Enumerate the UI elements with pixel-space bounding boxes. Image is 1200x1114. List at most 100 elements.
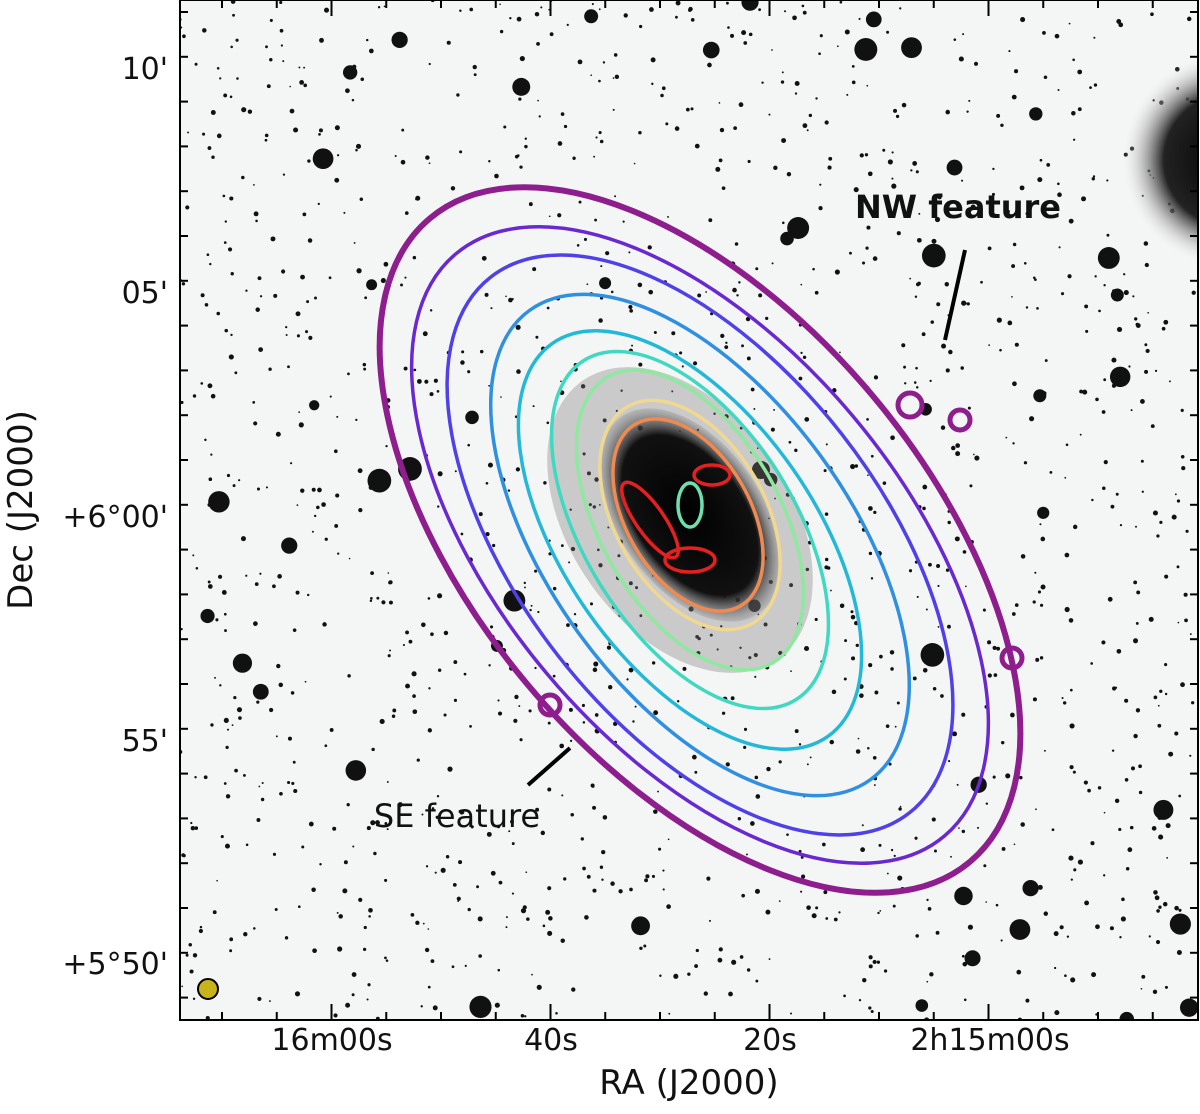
star xyxy=(210,393,216,399)
star xyxy=(356,268,362,274)
ticks xyxy=(180,0,1198,1020)
star xyxy=(1101,640,1106,645)
star xyxy=(1079,433,1082,436)
star xyxy=(514,154,519,159)
star xyxy=(754,675,757,678)
star xyxy=(892,904,896,908)
star xyxy=(312,948,317,954)
star xyxy=(864,153,869,157)
star xyxy=(732,287,737,293)
star xyxy=(566,623,570,627)
star xyxy=(346,803,350,807)
star xyxy=(1043,911,1049,916)
star xyxy=(811,913,817,919)
star xyxy=(594,713,599,717)
star xyxy=(321,502,326,507)
star xyxy=(954,886,973,906)
star xyxy=(925,608,928,611)
star xyxy=(591,784,595,788)
star xyxy=(223,612,227,616)
star xyxy=(1133,638,1139,644)
star xyxy=(637,282,643,288)
star xyxy=(570,812,575,817)
star xyxy=(598,563,603,568)
star xyxy=(592,667,598,673)
star xyxy=(488,384,491,387)
star xyxy=(299,80,305,85)
star xyxy=(1071,111,1076,116)
star xyxy=(806,763,809,766)
star xyxy=(1012,442,1015,445)
star xyxy=(467,370,471,374)
star xyxy=(425,155,430,160)
star xyxy=(1154,895,1160,901)
star xyxy=(560,544,564,548)
star xyxy=(514,694,519,700)
star xyxy=(1043,75,1048,80)
star xyxy=(400,283,403,287)
star xyxy=(334,524,339,528)
star xyxy=(519,165,523,169)
star xyxy=(431,807,435,810)
star xyxy=(1119,1011,1135,1020)
star xyxy=(829,739,835,745)
star xyxy=(778,900,781,902)
star xyxy=(809,756,812,759)
star xyxy=(511,892,515,895)
star xyxy=(632,720,635,723)
sky-image xyxy=(180,0,1198,1020)
star xyxy=(931,238,937,244)
star xyxy=(1183,592,1188,597)
star xyxy=(916,595,919,598)
star xyxy=(1084,900,1090,906)
star xyxy=(192,394,197,398)
star xyxy=(436,390,440,393)
star xyxy=(1070,878,1073,881)
star xyxy=(932,686,937,691)
star xyxy=(818,52,821,56)
star xyxy=(230,333,233,337)
star xyxy=(987,246,992,251)
star xyxy=(601,878,604,881)
star xyxy=(647,245,652,250)
star xyxy=(805,567,810,572)
star xyxy=(741,0,759,11)
star xyxy=(581,703,585,708)
star xyxy=(947,520,951,525)
star xyxy=(1116,326,1123,333)
star xyxy=(375,820,380,826)
star xyxy=(388,600,393,605)
star xyxy=(232,13,235,17)
star xyxy=(877,911,880,915)
star xyxy=(1111,749,1115,752)
star xyxy=(612,108,615,111)
star xyxy=(819,183,822,186)
star xyxy=(1068,218,1074,224)
star xyxy=(598,504,601,506)
star xyxy=(1009,919,1031,940)
star xyxy=(207,146,212,150)
star xyxy=(859,693,864,698)
star xyxy=(1156,909,1160,913)
star xyxy=(904,382,907,385)
star xyxy=(995,903,999,907)
star xyxy=(706,876,711,881)
star xyxy=(1011,295,1013,298)
star xyxy=(675,0,681,6)
star xyxy=(790,670,792,673)
star xyxy=(256,818,261,822)
star xyxy=(224,220,228,223)
star xyxy=(580,384,586,389)
star xyxy=(1130,409,1133,412)
star xyxy=(839,0,843,4)
star xyxy=(384,878,388,882)
star xyxy=(948,349,953,355)
star xyxy=(1161,326,1166,331)
star xyxy=(583,237,587,241)
star xyxy=(391,714,396,719)
star xyxy=(802,10,807,15)
star xyxy=(219,684,222,687)
star xyxy=(1171,514,1177,520)
star xyxy=(531,973,533,976)
star xyxy=(297,905,301,909)
